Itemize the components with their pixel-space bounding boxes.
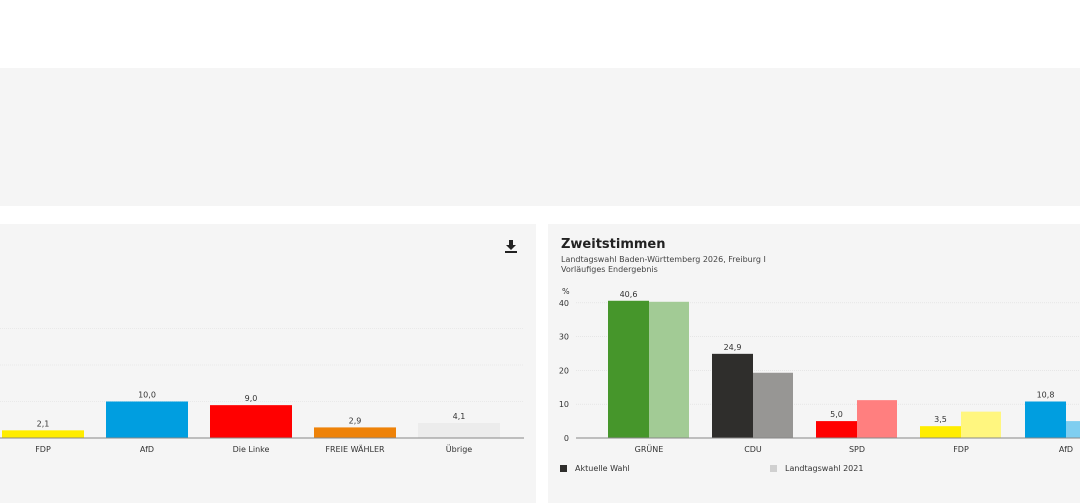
bar-previous-2 — [857, 400, 897, 438]
y-tick-1: 10 — [559, 400, 569, 409]
bar-3 — [314, 427, 396, 438]
legend-previous[interactable]: Landtagswahl 2021 — [770, 464, 863, 473]
category-label-3: FDP — [953, 445, 969, 454]
download-icon[interactable] — [503, 238, 519, 254]
bar-2 — [210, 405, 292, 438]
category-label-3: FREIE WÄHLER — [325, 444, 385, 454]
y-tick-3: 30 — [559, 333, 569, 342]
category-label-1: CDU — [744, 445, 762, 454]
category-label-0: FDP — [35, 445, 51, 454]
banner-area — [0, 68, 1080, 206]
y-tick-0: 0 — [564, 434, 569, 443]
legend-label-current: Aktuelle Wahl — [575, 464, 630, 473]
legend-swatch-previous — [770, 465, 777, 472]
data-label-1: 24,9 — [724, 343, 742, 352]
data-label-3: 2,9 — [349, 416, 362, 425]
data-label-4: 10,8 — [1037, 390, 1055, 399]
bar-previous-1 — [753, 372, 793, 438]
bar-previous-0 — [649, 301, 689, 438]
bar-current-1 — [712, 353, 753, 438]
legend-label-previous: Landtagswahl 2021 — [785, 464, 864, 473]
legend-swatch-current — [560, 465, 567, 472]
data-label-0: 2,1 — [37, 419, 50, 428]
y-tick-2: 20 — [559, 366, 569, 375]
category-label-1: AfD — [140, 445, 154, 454]
bar-previous-3 — [961, 411, 1001, 438]
chart-right: % 0 10 20 30 40 40,6 GRÜNE 24,9 CDU 5,0 SPD 3,5 FDP 10… — [559, 287, 1080, 454]
bar-current-4 — [1025, 401, 1066, 438]
bar-1 — [106, 401, 188, 438]
chart-title: Zweitstimmen — [561, 237, 666, 252]
data-label-2: 9,0 — [245, 394, 258, 403]
bar-0 — [2, 430, 84, 438]
category-label-4: Übrige — [446, 444, 473, 454]
y-tick-4: 40 — [559, 299, 569, 308]
chart-panel-erststimmen: 2,1 FDP 10,0 AfD 9,0 Die Linke 2,9 FREIE WÄHLER… — [0, 224, 536, 503]
chart-subtitle: Landtagswahl Baden-Württemberg 2026, Fre… — [561, 255, 766, 275]
category-label-2: SPD — [849, 445, 865, 454]
legend-current[interactable]: Aktuelle Wahl — [560, 464, 630, 473]
chart-panel-zweitstimmen: Zweitstimmen Landtagswahl Baden-Württemb… — [548, 224, 1080, 503]
chart-subtitle-line2: Vorläufiges Endergebnis — [561, 265, 658, 274]
bar-current-3 — [920, 426, 961, 438]
bar-current-2 — [816, 421, 857, 438]
data-label-1: 10,0 — [138, 391, 156, 400]
bar-current-0 — [608, 300, 649, 438]
category-label-2: Die Linke — [233, 445, 270, 454]
data-label-0: 40,6 — [620, 290, 638, 299]
chart-left: 2,1 FDP 10,0 AfD 9,0 Die Linke 2,9 FREIE WÄHLER… — [0, 328, 524, 454]
category-label-4: AfD — [1059, 445, 1073, 454]
bar-previous-4 — [1066, 421, 1080, 438]
y-unit-label: % — [562, 287, 570, 296]
data-label-2: 5,0 — [830, 410, 843, 419]
category-label-0: GRÜNE — [635, 444, 664, 454]
data-label-3: 3,5 — [934, 415, 947, 424]
chart-subtitle-line1: Landtagswahl Baden-Württemberg 2026, Fre… — [561, 255, 766, 264]
data-label-4: 4,1 — [453, 412, 466, 421]
bar-4 — [418, 423, 500, 438]
